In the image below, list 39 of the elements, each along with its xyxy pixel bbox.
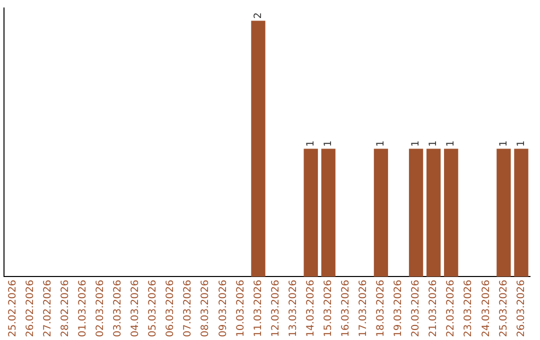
x-tick-label: 07.03.2026 bbox=[182, 280, 194, 338]
x-tick-label: 24.03.2026 bbox=[480, 280, 492, 338]
x-tick-label: 01.03.2026 bbox=[77, 280, 88, 338]
data-label: 1 bbox=[516, 140, 527, 147]
x-tick-label: 18.03.2026 bbox=[376, 280, 387, 338]
x-tick-label: 10.03.2026 bbox=[235, 280, 246, 338]
x-tick-label: 11.03.2026 bbox=[252, 280, 264, 338]
x-tick-label: 05.03.2026 bbox=[148, 280, 159, 338]
x-tick-label: 04.03.2026 bbox=[130, 280, 142, 338]
data-label: 2 bbox=[252, 12, 264, 19]
x-tick-label: 26.03.2026 bbox=[516, 280, 527, 338]
data-label: 1 bbox=[498, 140, 510, 147]
x-tick-label: 23.03.2026 bbox=[463, 280, 474, 338]
x-tick-label: 20.03.2026 bbox=[410, 280, 422, 338]
data-label: 1 bbox=[410, 140, 422, 147]
data-label: 1 bbox=[376, 140, 387, 147]
x-tick-label: 25.03.2026 bbox=[498, 280, 510, 338]
x-tick-label: 16.03.2026 bbox=[340, 280, 352, 338]
x-tick-label: 27.02.2026 bbox=[42, 280, 54, 338]
x-tick-label: 06.03.2026 bbox=[165, 280, 176, 338]
x-tick-label: 13.03.2026 bbox=[288, 280, 299, 338]
x-tick-label: 03.03.2026 bbox=[112, 280, 124, 338]
x-tick-label: 22.03.2026 bbox=[446, 280, 457, 338]
x-tick-label: 12.03.2026 bbox=[270, 280, 282, 338]
data-label: 1 bbox=[305, 140, 316, 147]
x-tick-label: 08.03.2026 bbox=[200, 280, 212, 338]
x-tick-label: 26.02.2026 bbox=[24, 280, 36, 338]
data-label: 1 bbox=[446, 140, 457, 147]
data-label: 1 bbox=[322, 140, 334, 147]
x-tick-label: 17.03.2026 bbox=[358, 280, 370, 338]
x-tick-label: 02.03.2026 bbox=[95, 280, 106, 338]
data-label: 1 bbox=[428, 140, 440, 147]
x-tick-label: 21.03.2026 bbox=[428, 280, 440, 338]
x-tick-label: 19.03.2026 bbox=[393, 280, 404, 338]
x-tick-label: 14.03.2026 bbox=[305, 280, 316, 338]
x-tick-label: 09.03.2026 bbox=[218, 280, 229, 338]
x-tick-label: 15.03.2026 bbox=[322, 280, 334, 338]
x-tick-label: 28.02.2026 bbox=[60, 280, 71, 338]
x-tick-label: 25.02.2026 bbox=[7, 280, 18, 338]
